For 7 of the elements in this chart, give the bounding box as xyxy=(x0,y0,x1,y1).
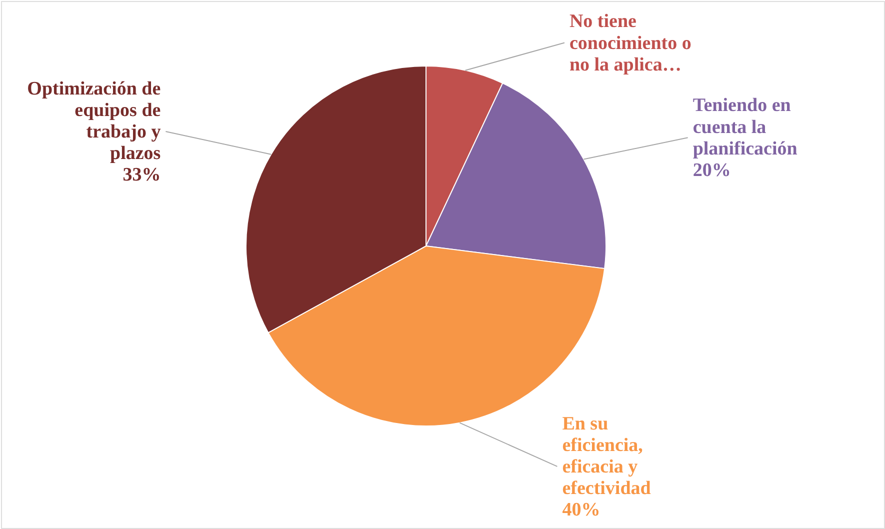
slice-label: En su eficiencia, eficacia y efectividad xyxy=(562,413,652,500)
slice-label: No tiene conocimiento o no la aplica… xyxy=(569,11,692,76)
data-label: 40% xyxy=(562,500,600,521)
data-label: 33% xyxy=(122,164,161,186)
data-label: 20% xyxy=(692,160,731,182)
slice-label: Teniendo en cuenta la planificación xyxy=(692,95,798,160)
slice-label: Optimización de equipos de trabajo y plazos xyxy=(27,78,162,164)
